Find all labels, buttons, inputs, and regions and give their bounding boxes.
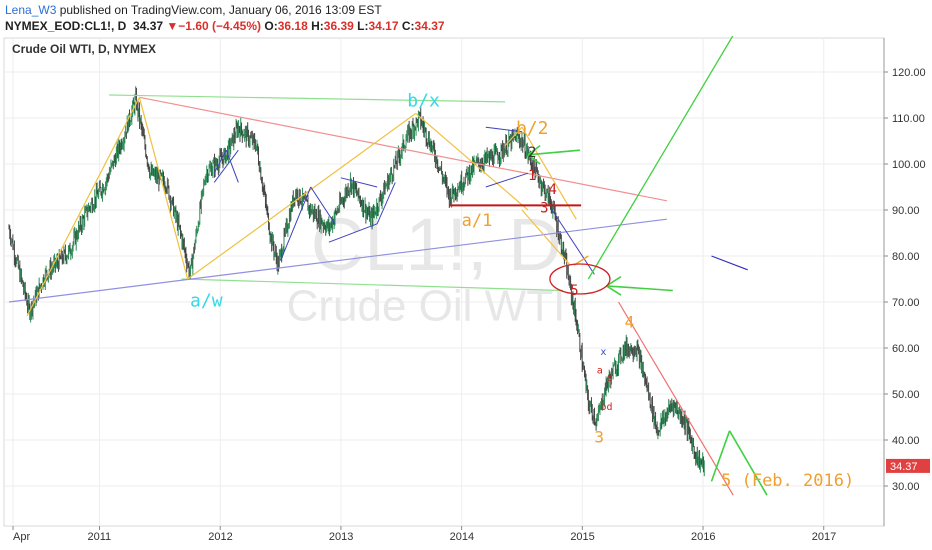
last-price-badge (886, 458, 930, 473)
wave-label: x (600, 347, 606, 358)
arrow-head (606, 285, 622, 296)
watermark-symbol: CL1!, D (311, 203, 562, 286)
channel-blue (310, 186, 336, 225)
wedge-top-line (139, 96, 667, 202)
x-tick-label: Apr (13, 531, 30, 543)
open-label: O: (264, 19, 278, 33)
zigzag-2 (138, 97, 189, 280)
down-arrow-icon: ▼ (166, 19, 179, 33)
highlight-ellipse (549, 263, 611, 295)
close-label: C: (401, 19, 415, 33)
wave-label: b/2 (516, 118, 549, 139)
high-value: 36.39 (323, 19, 354, 33)
channel-blue (225, 150, 239, 183)
x-tick-label: 2011 (88, 531, 112, 543)
ohlc-line: NYMEX_EOD:CL1!, D 34.37 ▼−1.60 (−4.45%) … (5, 19, 445, 33)
y-tick-label: 90.00 (892, 205, 920, 217)
price-chart[interactable]: 30.00 40.00 50.00 60.00 70.00 80.00 90.00 100.0… (0, 36, 932, 550)
y-tick-label: 60.00 (892, 343, 920, 355)
target-red-line (618, 301, 734, 496)
zigzag-4 (415, 112, 529, 211)
wave-label: 4 (625, 312, 635, 331)
symbol-label: NYMEX_EOD:CL1!, D (5, 19, 127, 33)
y-tick-label: 120.00 (892, 67, 926, 79)
channel-blue (213, 149, 239, 183)
support-line (8, 218, 667, 303)
channel-blue (485, 172, 529, 188)
y-tick-label: 50.00 (892, 389, 920, 401)
price-change: −1.60 (−4.45%) (178, 19, 262, 33)
x-tick-label: 2015 (570, 531, 594, 543)
x-tick-label: 2014 (450, 531, 474, 543)
y-tick-label: 80.00 (892, 251, 920, 263)
wave-label: 5 (Feb. 2016) (721, 471, 854, 491)
wave-label: a/1 (462, 211, 493, 231)
green-zig-1 (710, 430, 731, 482)
zigzag-1 (26, 97, 140, 317)
channel-blue (551, 209, 595, 275)
arrow-head (527, 154, 541, 165)
channel-blue (280, 186, 312, 261)
chart-title: Crude Oil WTI, D, NYMEX (12, 42, 156, 56)
last-price-label: 34.37 (890, 461, 918, 473)
y-tick-label: 110.00 (892, 113, 925, 125)
x-tick-label: 2012 (208, 531, 232, 543)
triangle-bottom-line (181, 278, 564, 292)
y-tick-label: 30.00 (892, 481, 920, 493)
open-value: 36.18 (277, 19, 308, 33)
arrow-head (606, 276, 622, 287)
wave-label: a (597, 365, 603, 376)
channel-blue (340, 177, 378, 188)
last-price: 34.37 (133, 19, 164, 33)
wave-label: 2 (528, 145, 536, 161)
zigzag-3 (187, 112, 417, 280)
zigzag-7 (521, 126, 577, 220)
close-value: 34.37 (414, 19, 445, 33)
wave-label: 3 (540, 200, 548, 216)
y-tick-label: 100.00 (892, 159, 926, 171)
x-tick-label: 2017 (812, 531, 836, 543)
low-value: 34.17 (368, 19, 399, 33)
zigzag-6 (504, 126, 523, 147)
channel-blue (376, 182, 396, 225)
arrow-head (527, 144, 541, 156)
wave-label: a/w (190, 291, 223, 312)
arrow-shaft (527, 149, 580, 156)
author-link[interactable]: Lena_W3 (5, 3, 57, 17)
low-label: L: (357, 19, 369, 33)
green-zig-2 (728, 430, 768, 496)
y-tick-label: 70.00 (892, 297, 920, 309)
channel-blue (213, 149, 227, 174)
channel-blue-short (711, 255, 748, 271)
chart-header: Lena_W3 published on TradingView.com, Ja… (0, 0, 932, 36)
channel-blue (328, 223, 378, 243)
zigzag-5 (521, 209, 571, 266)
wave-label: 1 (528, 168, 536, 184)
arrow-shaft (606, 285, 673, 292)
x-tick-label: 2016 (691, 531, 715, 543)
wave-label: 4 (549, 182, 557, 198)
wave-label: bd (600, 402, 612, 413)
triangle-top-line (109, 94, 506, 103)
x-tick-label: 2013 (329, 531, 353, 543)
published-text: published on TradingView.com, January 06… (56, 3, 382, 17)
channel-blue (485, 126, 523, 133)
wave-label: 3 (594, 427, 604, 446)
publish-line: Lena_W3 published on TradingView.com, Ja… (5, 3, 382, 17)
green-upward-projection (587, 36, 734, 280)
high-label: H: (311, 19, 324, 33)
wave-label: b/x (407, 91, 440, 112)
wave-label: 5 (570, 283, 578, 299)
wave-label: e (606, 373, 612, 384)
y-tick-label: 40.00 (892, 435, 920, 447)
